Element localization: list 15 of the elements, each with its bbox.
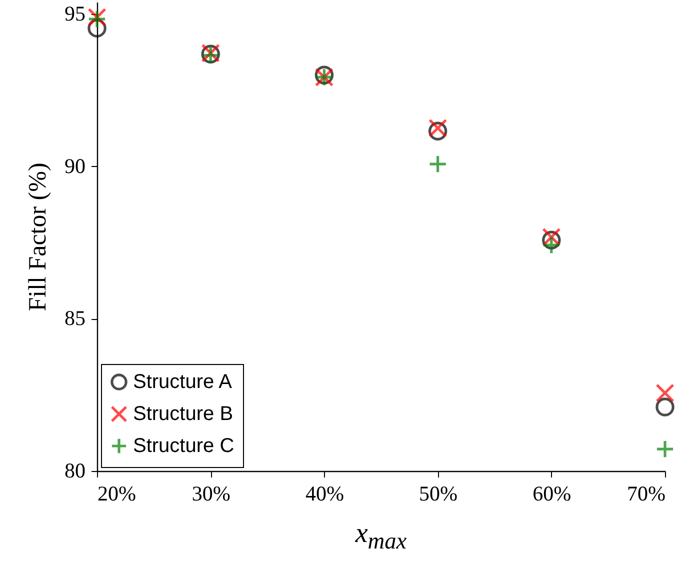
y-axis-title: Fill Factor (%) [24,162,52,312]
y-tick-label: 90 [64,154,86,178]
x-tick-label: 70% [627,482,666,506]
y-tick-label: 85 [64,306,86,330]
x-tick-label: 60% [532,482,572,506]
legend-label: Structure A [133,371,233,393]
x-axis-title: x$_{max}$ [354,518,408,556]
x-tick-label: 50% [419,482,458,506]
x-tick-label: 20% [98,482,136,506]
x-tick-label: 40% [305,482,344,506]
legend-label: Structure C [133,435,234,457]
legend-label: Structure B [133,403,234,425]
y-tick-label: 80 [64,458,86,482]
y-tick-label: 95 [64,2,86,26]
x-tick-label: 30% [192,482,230,506]
